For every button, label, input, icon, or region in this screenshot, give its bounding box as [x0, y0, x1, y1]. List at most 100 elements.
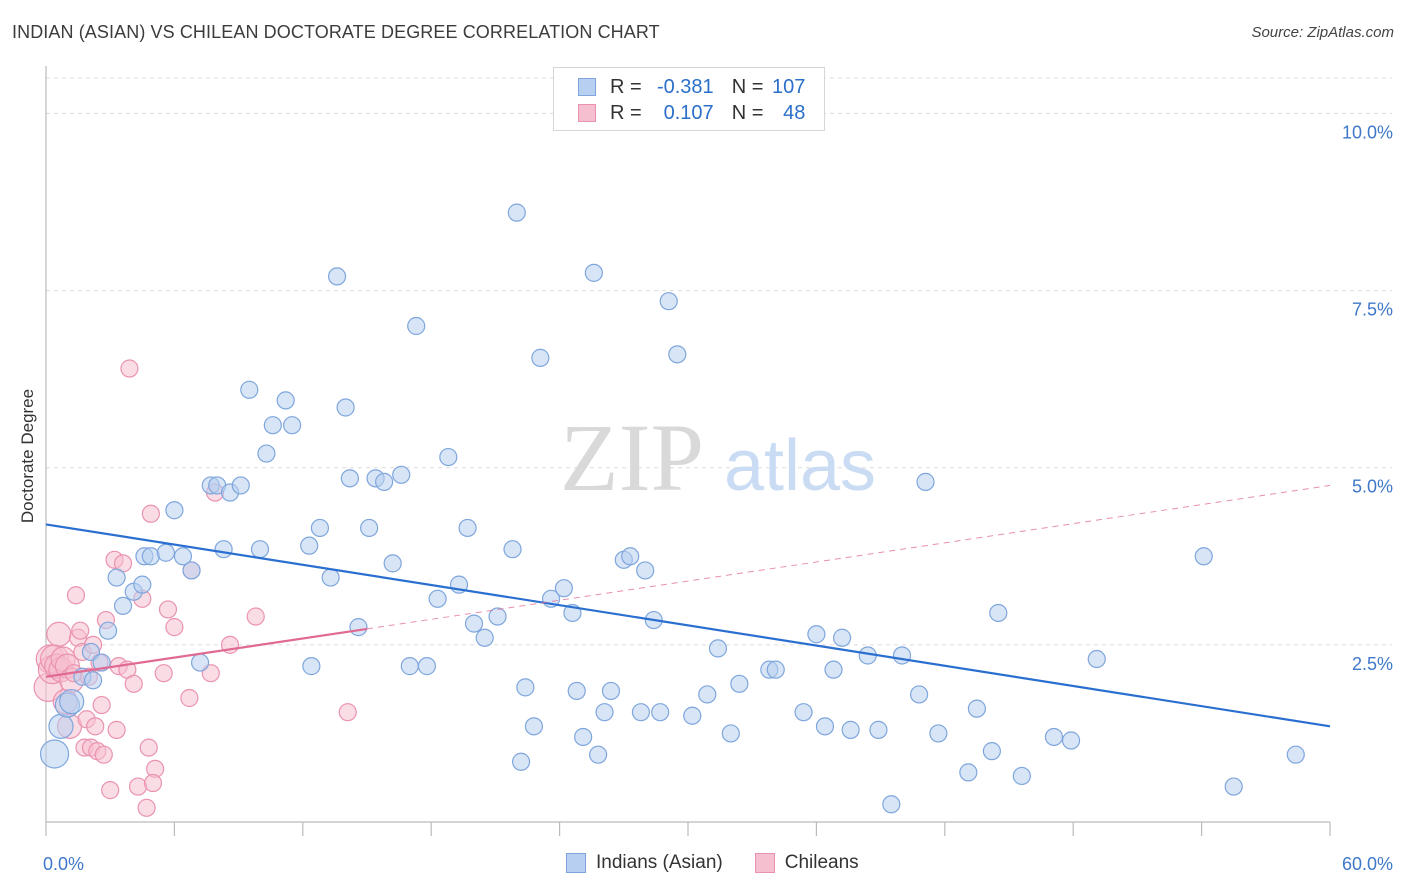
gridlines	[46, 77, 1392, 646]
data-point	[631, 703, 651, 722]
legend-swatch-blue	[578, 78, 596, 96]
data-point	[869, 720, 888, 739]
data-point	[246, 607, 265, 626]
data-point	[92, 695, 111, 715]
data-point	[137, 798, 156, 817]
chileans-points	[33, 359, 357, 817]
data-point	[133, 575, 152, 594]
data-point	[982, 742, 1001, 761]
y-tick-label: 2.5%	[1352, 654, 1393, 674]
data-point	[257, 444, 276, 463]
data-point	[659, 292, 678, 311]
data-point	[651, 703, 670, 722]
data-point	[916, 472, 935, 491]
data-point	[48, 713, 74, 739]
data-point	[815, 717, 835, 736]
data-point	[263, 416, 282, 435]
data-point	[71, 621, 90, 640]
data-point	[250, 540, 270, 559]
data-point	[892, 646, 912, 665]
data-point	[1061, 731, 1081, 750]
data-point	[190, 653, 210, 672]
data-point	[101, 781, 120, 800]
data-point	[310, 518, 330, 538]
data-point	[730, 674, 749, 693]
data-point	[766, 660, 785, 679]
y-tick-label: 10.0%	[1342, 122, 1393, 142]
watermark-atlas: atlas	[724, 426, 876, 506]
data-point	[464, 614, 484, 633]
data-point	[721, 724, 740, 743]
data-point	[400, 657, 419, 676]
data-point	[113, 596, 133, 615]
y-tick-label: 7.5%	[1352, 300, 1393, 320]
tick-labels: 2.5% 5.0% 7.5% 10.0% 0.0% 60.0%	[43, 122, 1393, 874]
data-point	[841, 720, 860, 739]
correlation-legend: R = -0.381 N = 107 R = 0.107 N = 48	[553, 67, 825, 131]
data-point	[39, 739, 70, 769]
data-point	[141, 504, 160, 523]
data-point	[475, 628, 494, 647]
data-point	[128, 777, 148, 796]
data-point	[595, 703, 614, 722]
legend-n-value: 107	[772, 75, 806, 98]
legend-r-value: 0.107	[663, 101, 714, 124]
data-point	[428, 589, 447, 608]
data-point	[488, 607, 507, 626]
data-point	[156, 543, 175, 562]
data-point	[302, 657, 321, 676]
legend-r-value: -0.381	[656, 75, 714, 98]
data-point	[1044, 727, 1064, 747]
data-point	[107, 720, 126, 739]
data-point	[554, 579, 573, 598]
data-point	[182, 561, 201, 580]
data-point	[1224, 777, 1243, 796]
data-point	[807, 625, 826, 644]
data-point	[929, 724, 948, 743]
data-point	[214, 540, 233, 559]
data-point	[59, 688, 85, 715]
data-point	[349, 618, 368, 637]
data-point	[46, 621, 72, 647]
data-point	[407, 316, 426, 336]
watermark: ZIP atlas	[560, 404, 876, 511]
x-tick-label-max: 60.0%	[1342, 854, 1393, 874]
data-point	[180, 688, 199, 708]
data-point	[276, 391, 295, 410]
x-tick-label-min: 0.0%	[43, 854, 84, 874]
data-point	[698, 685, 717, 704]
data-point	[165, 501, 184, 520]
trend-lines	[45, 484, 1331, 728]
data-point	[83, 671, 103, 690]
data-point	[574, 727, 593, 747]
legend-n-label: N =	[731, 101, 764, 124]
data-point	[94, 745, 113, 764]
data-point	[824, 660, 843, 679]
data-point	[124, 674, 143, 693]
data-point	[439, 447, 458, 467]
data-point	[375, 472, 394, 491]
data-point	[165, 618, 184, 637]
data-point	[66, 586, 86, 605]
data-point	[531, 348, 550, 367]
data-point	[959, 763, 978, 782]
trend-line-chileans	[45, 627, 368, 678]
series-legend: Indians (Asian) Chileans	[566, 852, 859, 874]
data-point	[910, 685, 929, 704]
data-point	[283, 416, 302, 435]
data-point	[1012, 766, 1031, 786]
data-point	[98, 621, 118, 640]
data-point	[158, 600, 178, 619]
data-point	[340, 469, 359, 488]
trend-line-chileans-extrapolated	[366, 484, 1331, 630]
data-point	[458, 518, 477, 538]
source-label: Source: ZipAtlas.com	[1251, 24, 1394, 41]
data-point	[621, 547, 640, 566]
legend-r-label: R =	[610, 75, 642, 98]
trend-line-indians	[45, 523, 1331, 728]
data-point	[1087, 649, 1106, 669]
data-point	[392, 465, 411, 484]
data-point	[589, 745, 608, 764]
data-point	[120, 359, 139, 378]
